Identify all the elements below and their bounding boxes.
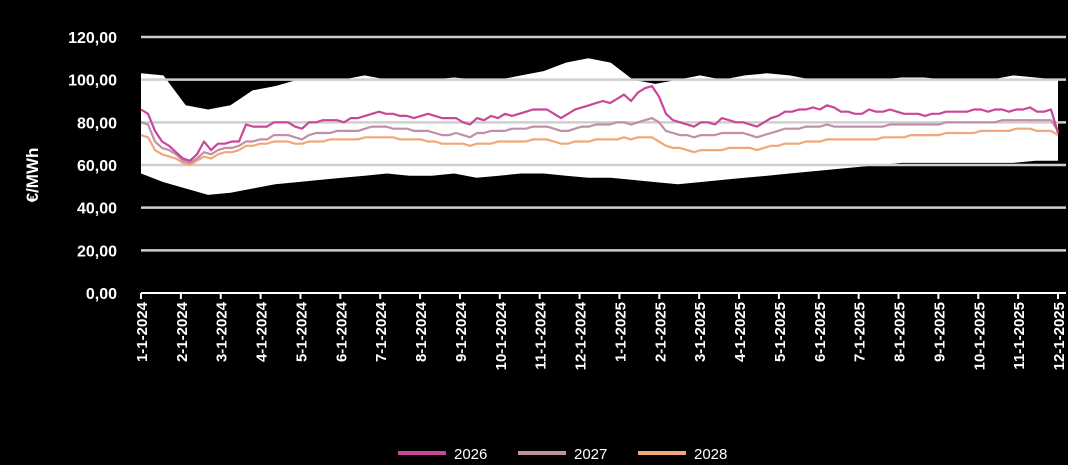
x-tick-label: 12-1-2025 bbox=[1051, 302, 1068, 370]
x-tick-label: 6-1-2025 bbox=[812, 302, 829, 362]
series-line-2027 bbox=[140, 116, 1059, 164]
series-line-2028 bbox=[140, 127, 1059, 167]
x-tick-label: 7-1-2025 bbox=[852, 302, 869, 362]
x-tick-label: 9-1-2024 bbox=[453, 301, 470, 362]
legend-label-2028: 2028 bbox=[694, 446, 727, 460]
x-tick-label: 2-1-2024 bbox=[174, 301, 191, 362]
y-tick-label: 60,00 bbox=[77, 158, 117, 175]
y-tick-label: 80,00 bbox=[77, 115, 117, 132]
x-tick-label: 9-1-2025 bbox=[931, 302, 948, 362]
x-tick-label: 8-1-2024 bbox=[413, 301, 430, 362]
gridlines bbox=[141, 35, 1066, 294]
x-tick-label: 8-1-2025 bbox=[892, 302, 909, 362]
x-tick-label: 11-1-2024 bbox=[533, 301, 550, 369]
x-tick-label: 11-1-2025 bbox=[1011, 302, 1028, 370]
x-tick-label: 4-1-2024 bbox=[254, 301, 271, 362]
x-tick-label: 10-1-2024 bbox=[493, 301, 510, 370]
y-tick-label: 100,00 bbox=[68, 73, 117, 90]
x-tick-label: 12-1-2024 bbox=[573, 301, 590, 370]
range-band bbox=[141, 58, 1058, 195]
x-tick-label: 2-1-2025 bbox=[652, 302, 669, 362]
y-tick-label: 20,00 bbox=[77, 243, 117, 260]
x-tick-label: 6-1-2024 bbox=[333, 301, 350, 362]
x-tick-label: 5-1-2024 bbox=[294, 301, 311, 362]
x-tick-label: 3-1-2024 bbox=[214, 301, 231, 362]
range-band-layer bbox=[141, 58, 1058, 195]
y-tick-label: 0,00 bbox=[86, 286, 117, 303]
legend-label-2027: 2027 bbox=[574, 446, 607, 460]
y-axis-label: €/MWh bbox=[23, 148, 42, 203]
legend: 2026 2027 2028 bbox=[398, 446, 727, 463]
x-tick-label: 1-1-2025 bbox=[612, 302, 629, 362]
x-tick-label: 10-1-2025 bbox=[971, 302, 988, 370]
x-tick-label: 3-1-2025 bbox=[692, 302, 709, 362]
y-tick-label: 40,00 bbox=[77, 201, 117, 218]
x-tick-label: 1-1-2024 bbox=[134, 301, 151, 362]
x-axis-tick-labels: 1-1-2024 2-1-2024 3-1-2024 4-1-2024 5-1-2024… bbox=[134, 293, 1068, 370]
series-lines bbox=[140, 84, 1060, 167]
legend-label-2026: 2026 bbox=[454, 446, 487, 460]
x-tick-label: 7-1-2024 bbox=[373, 301, 390, 362]
y-axis-tick-labels: 0,00 20,00 40,00 60,00 80,00 100,00 120,00 bbox=[68, 30, 117, 303]
y-tick-label: 120,00 bbox=[68, 30, 117, 47]
x-tick-label: 5-1-2025 bbox=[772, 302, 789, 362]
x-tick-label: 4-1-2025 bbox=[732, 302, 749, 362]
series-line-2026 bbox=[140, 84, 1060, 162]
